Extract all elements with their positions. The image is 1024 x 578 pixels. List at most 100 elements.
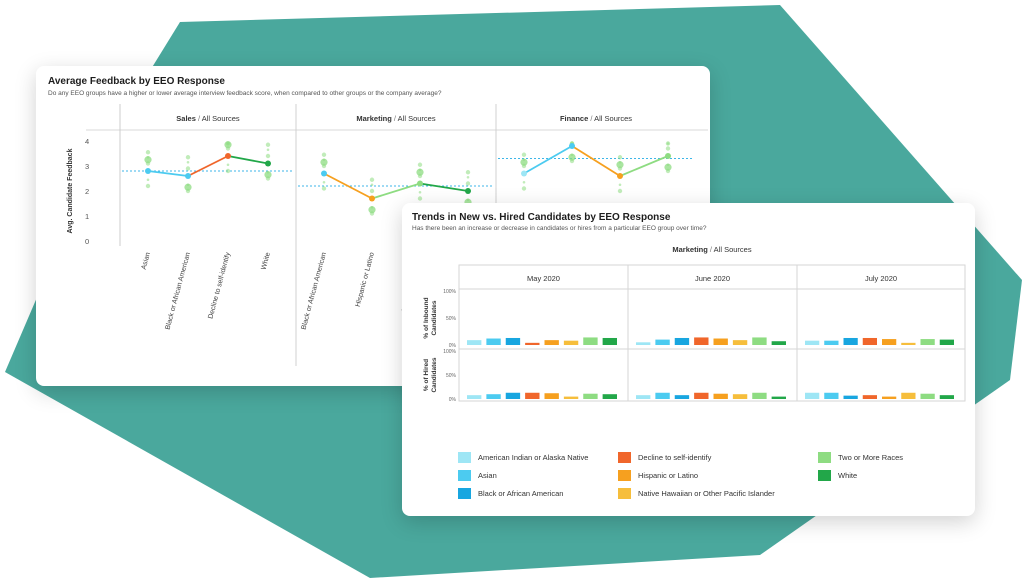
- category-label: Black or African American: [301, 252, 328, 331]
- row-tick-label: 0%: [449, 397, 457, 403]
- month-label: July 2020: [865, 274, 897, 283]
- bar: [563, 396, 579, 399]
- category-label: Hispanic or Latino: [355, 252, 376, 308]
- series-line-segment: [419, 182, 469, 192]
- data-point: [617, 173, 623, 179]
- legend-label: Asian: [478, 471, 497, 480]
- legend-item: Hispanic or Latino: [618, 470, 698, 481]
- bar: [713, 393, 728, 399]
- distribution-dot: [369, 177, 375, 182]
- bar: [525, 392, 540, 399]
- distribution-dot-large: [664, 163, 672, 171]
- bar: [901, 392, 916, 399]
- trends-source: All Sources: [714, 245, 752, 254]
- series-line-segment: [523, 145, 573, 175]
- bar: [771, 396, 786, 399]
- distribution-dot: [665, 146, 671, 151]
- row-tick-label: 100%: [443, 349, 456, 355]
- trends-legend: American Indian or Alaska Native Asian Bla…: [458, 452, 958, 508]
- series-line-segment: [571, 145, 621, 177]
- bar: [563, 340, 579, 345]
- row-tick-label: 100%: [443, 289, 456, 295]
- row-tick-label: 0%: [449, 343, 457, 349]
- bar: [752, 392, 767, 399]
- distribution-dot: [185, 166, 191, 171]
- bar: [655, 339, 670, 345]
- bar: [655, 392, 670, 399]
- series-line-segment: [187, 155, 229, 177]
- row-label-line: % of Hired: [423, 359, 430, 391]
- bar: [920, 339, 935, 345]
- panel-source: All Sources: [594, 114, 632, 123]
- bar: [525, 342, 540, 345]
- data-point: [369, 195, 375, 202]
- bar: [602, 394, 617, 399]
- legend-label: White: [838, 471, 858, 480]
- bar: [805, 392, 820, 399]
- y-axis-label: Avg. Candidate Feedback: [67, 148, 74, 233]
- distribution-dot: [322, 180, 326, 184]
- legend-label: Decline to self-identify: [638, 453, 712, 462]
- data-point: [145, 168, 151, 174]
- distribution-dot-large: [224, 141, 232, 149]
- series-line-segment: [619, 155, 669, 177]
- distribution-dot: [370, 183, 374, 187]
- bar: [862, 395, 877, 399]
- bar: [467, 395, 482, 399]
- row-label-line: Candidates: [431, 300, 438, 335]
- distribution-dot: [522, 180, 526, 184]
- panel-source: All Sources: [398, 114, 436, 123]
- trends-card-subtitle: Has there been an increase or decrease i…: [412, 225, 707, 232]
- y-tick-label: 0: [85, 237, 89, 246]
- distribution-dot: [521, 186, 527, 191]
- y-tick-label: 2: [85, 187, 89, 196]
- legend-label: Native Hawaiian or Other Pacific Islande…: [638, 489, 775, 498]
- bar: [505, 392, 521, 399]
- row-label-line: Candidates: [431, 357, 438, 392]
- row-label: % of HiredCandidates: [423, 357, 438, 392]
- series-line-segment: [147, 170, 189, 177]
- row-label: % of InboundCandidates: [423, 297, 438, 338]
- bar: [824, 340, 839, 345]
- distribution-dot: [418, 190, 422, 194]
- row-tick-label: 50%: [446, 316, 457, 322]
- bar: [882, 396, 897, 399]
- bar: [824, 392, 839, 399]
- panel-dept: Sales: [176, 114, 196, 123]
- bar: [602, 337, 617, 345]
- bar: [583, 337, 598, 345]
- distribution-dot-large: [184, 183, 192, 191]
- distribution-dot: [466, 175, 470, 179]
- data-point: [225, 153, 231, 159]
- distribution-dot-large: [144, 156, 152, 164]
- distribution-dot: [265, 153, 271, 159]
- bar: [732, 394, 748, 399]
- panel-title: Finance / All Sources: [560, 114, 632, 123]
- trends-frame: [458, 264, 966, 402]
- legend-swatch: [458, 452, 471, 463]
- distribution-dot: [417, 196, 423, 201]
- bar: [694, 392, 709, 399]
- distribution-dot: [226, 163, 230, 167]
- bar: [920, 393, 935, 399]
- trends-separator: /: [708, 245, 714, 254]
- panel-title: Marketing / All Sources: [356, 114, 435, 123]
- distribution-dot: [617, 188, 623, 194]
- y-tick-label: 3: [85, 162, 89, 171]
- bar: [636, 342, 651, 345]
- bar: [583, 393, 598, 399]
- data-point: [521, 170, 527, 177]
- bar: [544, 393, 559, 399]
- bar: [486, 394, 501, 399]
- legend-swatch: [818, 452, 831, 463]
- panel-separator: /: [588, 114, 594, 123]
- bar: [636, 395, 651, 399]
- bar: [505, 337, 521, 345]
- bar: [939, 339, 954, 345]
- distribution-dot-large: [416, 168, 424, 176]
- panel-separator: /: [392, 114, 398, 123]
- data-point: [265, 160, 271, 167]
- distribution-dot-large: [320, 158, 328, 166]
- legend-item: Black or African American: [458, 488, 563, 499]
- distribution-dot: [225, 168, 231, 174]
